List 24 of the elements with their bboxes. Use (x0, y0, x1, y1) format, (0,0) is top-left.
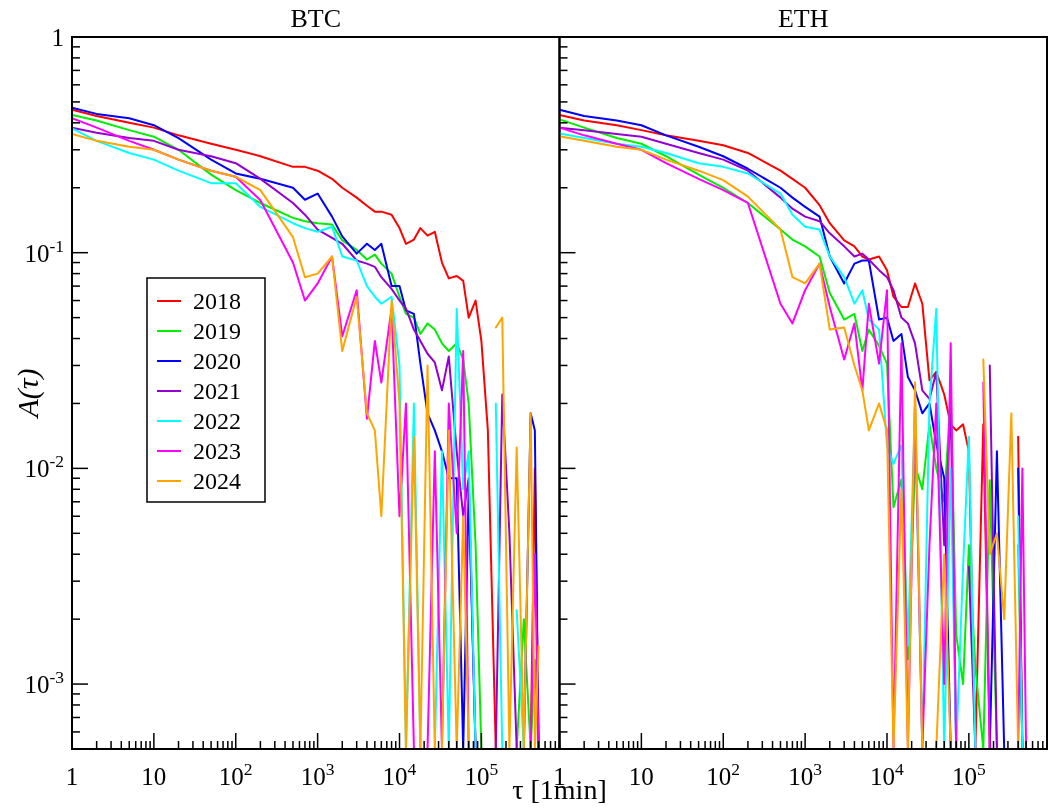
x-tick-label: 10$^{5}$ (952, 759, 986, 790)
legend-label: 2020 (193, 348, 241, 374)
legend-label: 2019 (193, 318, 241, 344)
x-tick-label: 10 (628, 763, 654, 790)
legend-label: 2021 (193, 378, 241, 404)
legend-label: 2018 (193, 288, 241, 314)
x-tick-label: 10$^{3}$ (300, 759, 335, 790)
x-tick-label: 10$^{4}$ (870, 759, 905, 790)
y-tick-label: 1 (51, 24, 64, 51)
x-tick-label: 10$^{2}$ (218, 759, 253, 790)
legend-label: 2023 (193, 438, 241, 464)
y-tick-label: 10$^{-1}$ (24, 235, 64, 267)
chart-title: BTC (290, 4, 342, 33)
y-tick-label: 10$^{-2}$ (24, 451, 64, 483)
legend-label: 2024 (193, 468, 241, 494)
chart-title: ETH (777, 4, 829, 33)
x-tick-label: 10$^{5}$ (464, 759, 499, 790)
x-tick-label: 10$^{2}$ (706, 759, 741, 790)
y-axis-title: A(τ) (11, 368, 45, 420)
x-tick-label: 10 (141, 763, 167, 790)
y-tick-label: 10$^{-3}$ (24, 667, 65, 699)
x-tick-label: 10$^{3}$ (788, 759, 823, 790)
legend-label: 2022 (193, 408, 241, 434)
x-tick-label: 10$^{4}$ (382, 759, 417, 790)
